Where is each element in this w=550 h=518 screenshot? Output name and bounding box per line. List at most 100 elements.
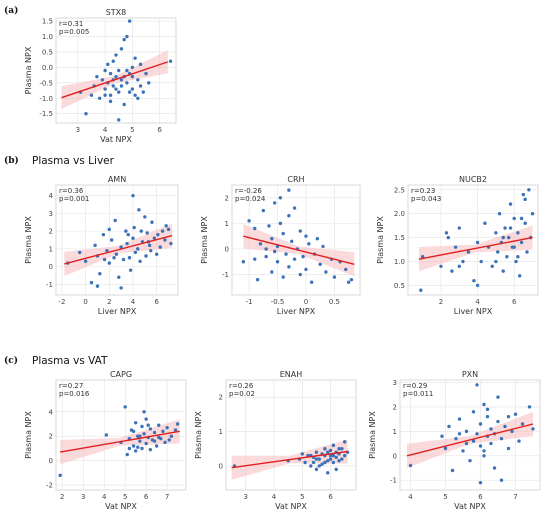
chart-capg-data-point — [131, 429, 136, 434]
chart-stx8-data-point — [138, 84, 143, 88]
chart-pxn-data-point — [496, 419, 500, 424]
chart-amn-data-point — [109, 238, 114, 242]
chart-stx8-data-point — [141, 90, 145, 94]
chart-amn-data-point — [128, 268, 133, 272]
chart-amn-data-point — [160, 229, 165, 233]
chart-crh: -1 -0.5 0 0.5 -1 0 1 2 CRH Liver NPX Plasma NPX r=-… — [200, 175, 361, 316]
chart-crh-data-point — [258, 242, 263, 246]
chart-crh-data-point — [264, 254, 268, 259]
section-title-liver: Plasma vs Liver — [32, 155, 115, 167]
chart-crh-data-point — [301, 254, 305, 259]
chart-amn-data-point — [150, 220, 154, 224]
chart-enah-data-point — [331, 443, 336, 448]
chart-nucb2-data-point — [496, 250, 500, 254]
chart-amn-data-point — [149, 248, 153, 253]
chart-stx8-data-point — [119, 84, 124, 88]
chart-pxn-data-point — [478, 480, 483, 485]
panel-label-b: (b) — [4, 155, 19, 166]
chart-pxn-data-point — [510, 429, 514, 434]
chart-enah-data-point — [314, 457, 319, 461]
chart-enah-x-tick-label: 3 — [244, 493, 248, 501]
chart-crh-regression-line — [243, 235, 355, 265]
chart-stx8-data-point — [133, 93, 137, 97]
chart-stx8-data-point — [97, 96, 102, 100]
chart-enah-data-point — [300, 452, 305, 456]
chart-amn-data-point — [113, 218, 117, 223]
section-title-vat: Plasma vs VAT — [32, 355, 108, 367]
chart-amn-regression-line — [64, 234, 173, 265]
chart-capg-y-axis-label: Plasma NPX — [24, 411, 33, 459]
chart-crh-y-tick-label: -1 — [222, 271, 229, 279]
chart-amn-data-point — [105, 248, 109, 253]
chart-pxn-x-tick-label: 4 — [408, 493, 413, 501]
chart-amn-data-point — [119, 245, 123, 249]
chart-pxn-data-point — [464, 429, 469, 434]
chart-enah-data-point — [334, 455, 338, 460]
chart-capg-data-point — [58, 473, 62, 478]
chart-stx8-data-point — [108, 99, 113, 104]
chart-stx8-data-point — [133, 56, 137, 60]
chart-amn-data-point — [152, 236, 157, 240]
chart-amn-data-point — [107, 261, 112, 265]
chart-capg-data-point — [133, 449, 138, 453]
chart-capg: 2 3 4 5 6 7 -2 0 2 4 CAPG Vat NPX Plasma NPX r=0.27p=… — [24, 370, 187, 511]
chart-nucb2-data-point — [508, 226, 513, 230]
chart-amn-data-point — [117, 275, 121, 279]
chart-stx8-data-point — [130, 65, 135, 70]
chart-capg-data-point — [175, 422, 180, 426]
chart-nucb2-data-point — [497, 211, 502, 216]
chart-enah-title: ENAH — [280, 370, 303, 379]
chart-crh-title: CRH — [287, 175, 304, 184]
chart-capg-data-point — [144, 417, 148, 421]
chart-pxn-y-axis-label: Plasma NPX — [368, 411, 377, 459]
chart-crh-data-point — [247, 219, 251, 223]
chart-crh-data-point — [270, 270, 274, 274]
chart-nucb2-data-point — [525, 250, 529, 254]
chart-crh-data-point — [292, 257, 297, 261]
chart-capg-y-tick-label: 4 — [49, 408, 54, 416]
chart-stx8-data-point — [111, 84, 115, 88]
chart-nucb2-x-axis-label: Liver NPX — [454, 307, 493, 316]
chart-stx8-data-point — [119, 47, 124, 51]
chart-enah-data-point — [309, 464, 313, 468]
chart-nucb2-p-value: p=0.043 — [411, 195, 441, 203]
chart-pxn-data-point — [489, 441, 493, 446]
chart-enah-data-point — [340, 457, 344, 461]
chart-crh-data-point — [344, 267, 348, 272]
chart-nucb2-data-point — [507, 235, 511, 240]
chart-amn-data-point — [154, 252, 159, 256]
chart-stx8-data-point — [106, 62, 110, 67]
chart-amn-data-point — [147, 243, 152, 248]
chart-enah-data-point — [311, 460, 316, 465]
chart-nucb2-data-point — [516, 255, 520, 259]
chart-amn-data-point — [139, 229, 143, 233]
chart-pxn-data-point — [499, 478, 504, 482]
chart-crh-data-point — [304, 267, 308, 272]
chart-stx8-y-tick-label: 1.0 — [42, 33, 53, 41]
chart-pxn-data-point — [506, 446, 511, 451]
chart-capg-data-point — [127, 446, 132, 451]
chart-nucb2-data-point — [512, 216, 516, 221]
chart-amn-data-point — [156, 232, 160, 237]
chart-amn-y-axis-label: Plasma NPX — [24, 216, 33, 264]
chart-crh-data-point — [332, 275, 337, 279]
chart-pxn-r-value: r=0.29 — [403, 382, 427, 390]
chart-crh-data-point — [278, 196, 283, 200]
chart-capg-x-tick-label: 4 — [102, 493, 107, 501]
chart-enah-y-tick-label: 0 — [219, 462, 223, 470]
chart-amn-r-value: r=0.36 — [59, 187, 84, 195]
chart-pxn-y-tick-label: 0 — [393, 452, 397, 460]
chart-stx8-data-point — [111, 59, 115, 63]
chart-nucb2-data-point — [508, 202, 513, 206]
chart-crh-data-point — [315, 237, 320, 241]
chart-nucb2-data-point — [523, 221, 527, 225]
chart-enah-y-tick-label: 1 — [219, 428, 223, 436]
chart-crh-data-point — [304, 234, 308, 238]
chart-crh-data-point — [267, 224, 271, 228]
chart-nucb2-data-point — [501, 235, 505, 240]
chart-stx8-data-point — [130, 74, 135, 79]
chart-crh-data-point — [241, 260, 246, 264]
chart-pxn-data-point — [531, 427, 535, 431]
chart-amn-data-point — [119, 286, 123, 290]
chart-crh-data-point — [298, 229, 302, 233]
